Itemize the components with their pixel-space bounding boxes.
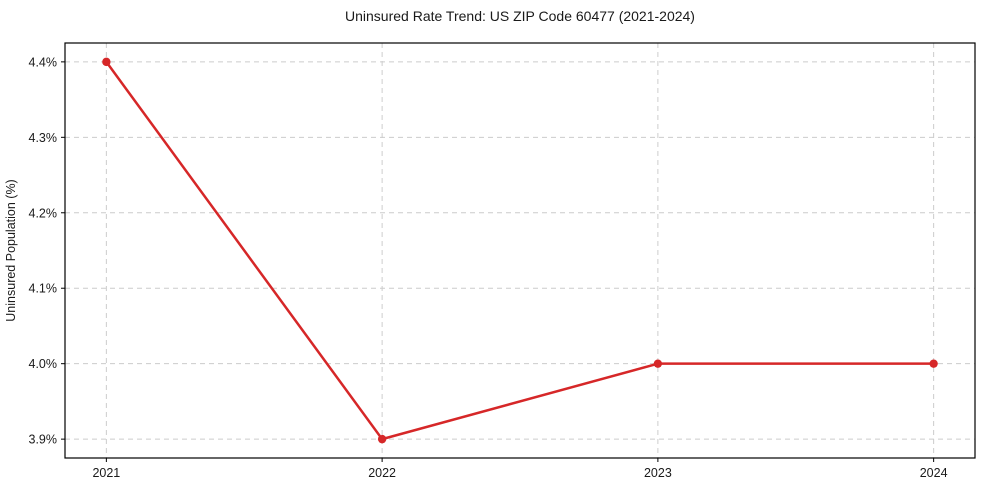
y-tick-label-4.1%: 4.1% xyxy=(29,282,58,296)
data-point-2022 xyxy=(377,434,387,444)
x-tick-label-2021: 2021 xyxy=(92,466,120,480)
x-tick-label-2023: 2023 xyxy=(644,466,672,480)
x-tick-label-2024: 2024 xyxy=(920,466,948,480)
x-tick-label-2022: 2022 xyxy=(368,466,396,480)
data-point-2024 xyxy=(929,359,938,368)
y-tick-label-4.3%: 4.3% xyxy=(29,131,58,145)
data-point-2021 xyxy=(102,57,111,67)
y-tick-label-4.4%: 4.4% xyxy=(29,55,58,69)
y-tick-label-4.0%: 4.0% xyxy=(29,357,58,371)
plot-border xyxy=(64,42,976,459)
data-point-2023 xyxy=(653,359,663,368)
chart-title: Uninsured Rate Trend: US ZIP Code 60477 … xyxy=(345,8,695,24)
y-tick-label-4.2%: 4.2% xyxy=(29,206,58,220)
data-line-uninsured-rate xyxy=(105,60,935,441)
y-tick-label-3.9%: 3.9% xyxy=(29,433,58,447)
y-axis-label: Uninsured Population (%) xyxy=(4,179,18,321)
